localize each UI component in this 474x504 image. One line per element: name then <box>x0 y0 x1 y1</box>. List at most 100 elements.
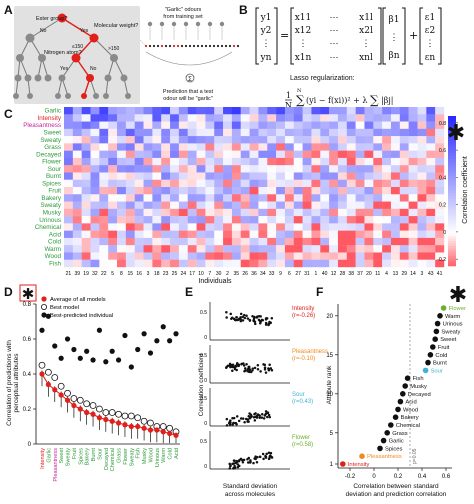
individual-label: 13 <box>393 271 399 277</box>
heatmap-cell <box>108 128 118 137</box>
heatmap-cell <box>187 237 197 246</box>
heatmap-cell <box>293 136 303 144</box>
heatmap-cell <box>117 143 127 151</box>
heatmap-cell <box>249 187 259 195</box>
best-model-point <box>51 374 59 381</box>
heatmap-cell <box>161 245 171 253</box>
heatmap-cell <box>143 150 153 159</box>
heatmap-cell <box>258 121 268 130</box>
best-individual-point <box>96 327 103 333</box>
heatmap-cell <box>214 107 224 115</box>
y-tick-label: 0.2 <box>23 407 32 413</box>
best-model-point <box>64 389 71 397</box>
individual-label: 3 <box>421 271 424 277</box>
colorbar-swatch <box>448 118 456 122</box>
heatmap-cell <box>390 237 401 246</box>
heatmap-cell <box>161 114 171 122</box>
heatmap-cell <box>125 157 135 166</box>
scatter-point <box>251 314 254 318</box>
heatmap-cell <box>161 128 171 137</box>
heatmap-cell <box>364 114 374 122</box>
legend-label: Average of all models <box>50 297 106 303</box>
heatmap-cell <box>249 201 259 210</box>
heatmap-cell <box>329 208 339 217</box>
scatter-point <box>267 367 271 371</box>
heatmap-cell <box>320 208 330 217</box>
heatmap-cell <box>267 216 277 224</box>
best-model-point <box>76 396 84 404</box>
heatmap-cell <box>373 216 383 224</box>
heatmap-cell <box>399 259 409 268</box>
heatmap-cell <box>276 223 286 231</box>
heatmap-cell <box>337 179 347 188</box>
heatmap-cell <box>408 136 418 144</box>
heatmap-cell <box>64 128 74 137</box>
heatmap-cell <box>337 245 347 253</box>
colorbar-swatch <box>448 231 456 234</box>
correlation-heatmap <box>64 107 445 268</box>
heatmap-cell <box>249 157 259 166</box>
heatmap-cell <box>161 230 171 239</box>
svg-text:1: 1 <box>286 91 291 100</box>
colorbar-swatch <box>448 198 456 202</box>
attribute-label: Fruit <box>48 188 61 195</box>
scatter-point <box>246 418 250 421</box>
tree-node <box>81 93 87 99</box>
heatmap-cell <box>196 136 206 144</box>
heatmap-cell <box>435 157 445 166</box>
heatmap-cell <box>152 107 162 115</box>
heatmap-cell <box>284 223 294 231</box>
heatmap-cell <box>214 216 224 224</box>
heatmap-cell <box>284 245 294 253</box>
colorbar-swatch <box>448 256 456 259</box>
heatmap-cell <box>240 187 250 195</box>
heatmap-cell <box>125 201 135 210</box>
heatmap-cell <box>293 143 303 151</box>
attribute-point-label: Sweet <box>440 337 457 343</box>
heatmap-cell <box>178 128 188 137</box>
heatmap-cell <box>152 252 162 260</box>
individual-label: 32 <box>92 271 98 277</box>
heatmap-cell <box>382 230 392 239</box>
heatmap-cell <box>134 128 144 137</box>
branch-yes-2: Yes <box>60 66 69 72</box>
heatmap-cell <box>293 237 303 246</box>
heatmap-cell <box>214 157 224 166</box>
heatmap-cell <box>417 259 427 268</box>
heatmap-cell <box>161 223 171 231</box>
heatmap-cell <box>435 165 445 173</box>
attribute-point <box>388 422 394 428</box>
heatmap-cell <box>373 223 383 231</box>
heatmap-cell <box>152 259 162 268</box>
colorbar-swatch <box>448 151 456 154</box>
heatmap-cell <box>170 172 180 180</box>
heatmap-cell <box>408 230 418 239</box>
heatmap-cell <box>81 172 91 180</box>
heatmap-cell <box>311 179 321 188</box>
heatmap-cell <box>426 172 436 180</box>
individual-label: 27 <box>295 271 301 277</box>
scatter-point <box>262 417 266 420</box>
mat-x11: x11 <box>295 13 312 23</box>
best-individual-point <box>84 348 90 354</box>
heatmap-cell <box>302 150 312 159</box>
category-label: Warm <box>161 448 167 463</box>
heatmap-cell <box>205 216 215 224</box>
heatmap-cell <box>337 128 347 137</box>
mat-x1l: x1l <box>359 13 373 23</box>
colorbar-swatch <box>448 211 456 214</box>
heatmap-cell <box>90 114 100 122</box>
colorbar-swatch <box>448 191 456 194</box>
colorbar-swatch <box>448 153 456 157</box>
heatmap-cell <box>329 187 339 195</box>
heatmap-cell <box>364 172 374 180</box>
heatmap-cell <box>205 121 215 130</box>
individual-label: 5 <box>111 271 114 277</box>
heatmap-cell <box>125 128 135 137</box>
scatter-point <box>225 316 228 319</box>
scatter-point <box>264 410 268 413</box>
heatmap-cell <box>435 150 445 159</box>
heatmap-cell <box>108 157 118 166</box>
heatmap-cell <box>293 208 303 217</box>
individual-label: 17 <box>189 271 195 277</box>
